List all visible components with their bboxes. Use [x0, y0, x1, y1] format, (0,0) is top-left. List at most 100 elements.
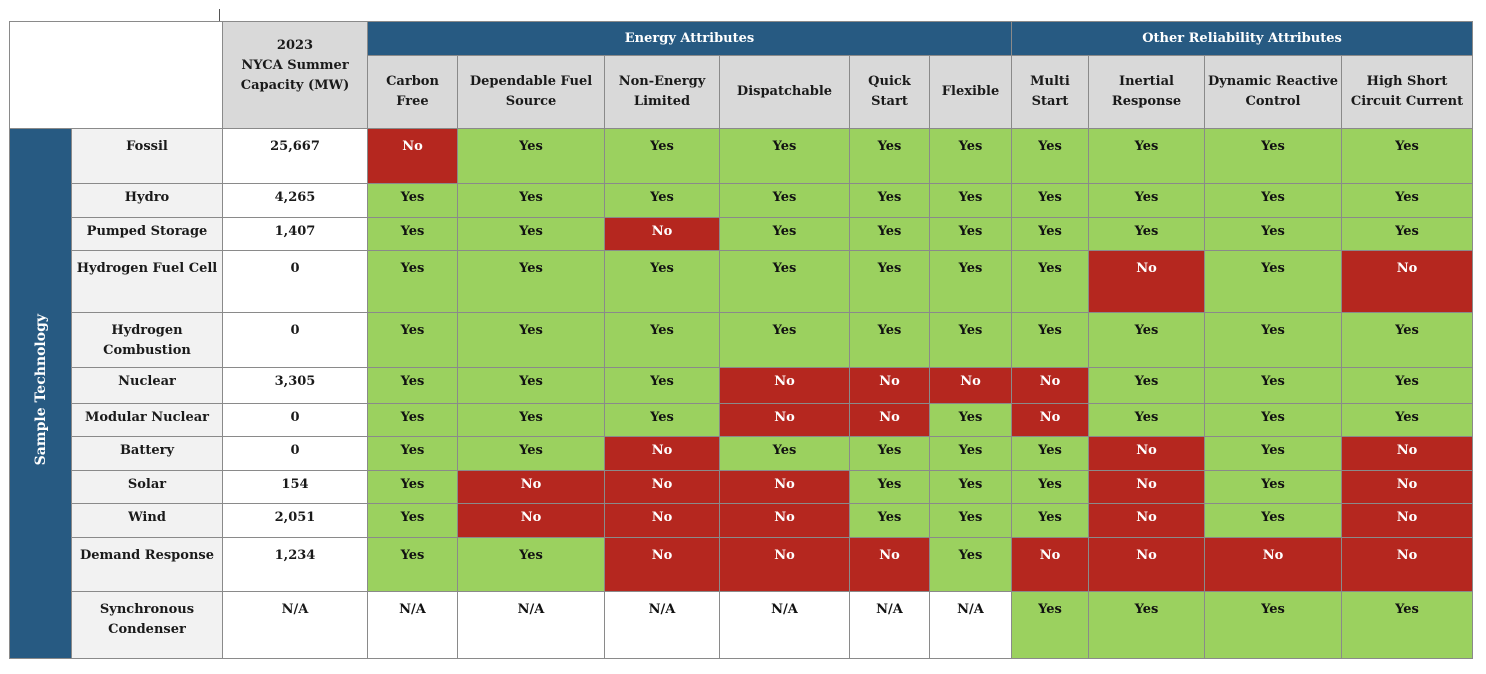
col-header-dependable-fuel: Dependable Fuel Source: [457, 55, 605, 129]
attribute-cell-yes: Yes: [457, 217, 605, 251]
col-header-dispatchable: Dispatchable: [719, 55, 850, 129]
attribute-cell-no: No: [1088, 537, 1205, 592]
capacity-cell: 1,234: [222, 537, 368, 592]
attribute-cell-no: No: [1341, 470, 1473, 504]
attribute-cell-yes: Yes: [367, 503, 458, 538]
attribute-cell-na: N/A: [719, 591, 850, 659]
capacity-cell: 1,407: [222, 217, 368, 251]
tech-name-cell: Solar: [71, 470, 223, 504]
attribute-cell-yes: Yes: [457, 183, 605, 218]
attribute-cell-yes: Yes: [1341, 367, 1473, 404]
attribute-cell-yes: Yes: [367, 183, 458, 218]
table-row: Hydro 4,265 Yes Yes Yes Yes Yes Yes Yes Yes Yes Yes: [10, 183, 1473, 218]
attribute-cell-yes: Yes: [457, 403, 605, 437]
attribute-cell-yes: Yes: [604, 250, 720, 313]
capacity-cell: 0: [222, 436, 368, 471]
attribute-cell-yes: Yes: [719, 436, 850, 471]
attribute-cell-yes: Yes: [604, 128, 720, 184]
attribute-cell-no: No: [604, 217, 720, 251]
attribute-cell-yes: Yes: [367, 250, 458, 313]
corner-blank: [9, 21, 223, 129]
attribute-cell-yes: Yes: [457, 250, 605, 313]
attribute-cell-no: No: [1341, 537, 1473, 592]
attribute-cell-yes: Yes: [1011, 128, 1089, 184]
attribute-cell-yes: Yes: [1011, 217, 1089, 251]
attribute-cell-no: No: [719, 367, 850, 404]
attribute-cell-yes: Yes: [1204, 250, 1342, 313]
attribute-cell-yes: Yes: [1341, 128, 1473, 184]
attribute-cell-yes: Yes: [1341, 591, 1473, 659]
attribute-cell-yes: Yes: [1011, 591, 1089, 659]
attribute-cell-no: No: [719, 503, 850, 538]
attribute-cell-yes: Yes: [367, 403, 458, 437]
capacity-cell: N/A: [222, 591, 368, 659]
attribute-cell-yes: Yes: [367, 436, 458, 471]
attribute-cell-yes: Yes: [367, 367, 458, 404]
attribute-cell-yes: Yes: [719, 183, 850, 218]
table-row: Synchronous Condenser N/A N/A N/A N/A N/A N/A N…: [10, 591, 1473, 659]
capacity-header-label: 2023 NYCA Summer Capacity (MW): [240, 38, 350, 93]
attribute-cell-yes: Yes: [929, 312, 1012, 368]
attribute-cell-yes: Yes: [1204, 128, 1342, 184]
attribute-cell-no: No: [929, 367, 1012, 404]
attribute-cell-yes: Yes: [1088, 217, 1205, 251]
attribute-cell-yes: Yes: [1088, 183, 1205, 218]
tech-name-cell: Synchronous Condenser: [71, 591, 223, 659]
attribute-cell-no: No: [1341, 503, 1473, 538]
attribute-cell-yes: Yes: [1011, 503, 1089, 538]
table-row: Hydrogen Combustion 0 Yes Yes Yes Yes Yes Yes Ye…: [10, 312, 1473, 368]
attribute-cell-yes: Yes: [849, 312, 930, 368]
attribute-cell-yes: Yes: [1011, 183, 1089, 218]
attribute-cell-no: No: [1088, 436, 1205, 471]
attribute-cell-no: No: [849, 403, 930, 437]
attribute-cell-yes: Yes: [929, 470, 1012, 504]
capacity-cell: 4,265: [222, 183, 368, 218]
attribute-cell-yes: Yes: [457, 128, 605, 184]
attribute-cell-yes: Yes: [1011, 312, 1089, 368]
attribute-cell-no: No: [1341, 436, 1473, 471]
capacity-cell: 154: [222, 470, 368, 504]
table-row: Pumped Storage 1,407 Yes Yes No Yes Yes Yes Yes Y…: [10, 217, 1473, 251]
attribute-cell-no: No: [604, 503, 720, 538]
tech-name-cell: Fossil: [71, 128, 223, 184]
col-header-dynamic-reactive: Dynamic Reactive Control: [1204, 55, 1342, 129]
tech-name-cell: Battery: [71, 436, 223, 471]
attribute-cell-no: No: [1088, 250, 1205, 313]
capacity-cell: 0: [222, 312, 368, 368]
attribute-cell-no: No: [849, 367, 930, 404]
tech-name-cell: Hydrogen Fuel Cell: [71, 250, 223, 313]
attribute-cell-yes: Yes: [1204, 312, 1342, 368]
tech-name-cell: Demand Response: [71, 537, 223, 592]
tech-name-cell: Nuclear: [71, 367, 223, 404]
attribute-cell-yes: Yes: [719, 217, 850, 251]
tech-name-cell: Hydro: [71, 183, 223, 218]
attribute-cell-no: No: [457, 470, 605, 504]
attribute-cell-na: N/A: [849, 591, 930, 659]
table-row: Sample Technology Fossil 25,667 No Yes Yes Yes…: [9, 128, 1473, 659]
attribute-cell-yes: Yes: [457, 537, 605, 592]
attribute-cell-yes: Yes: [849, 470, 930, 504]
energy-attributes-header: Energy Attributes: [367, 21, 1012, 56]
attribute-cell-yes: Yes: [929, 217, 1012, 251]
attribute-cell-yes: Yes: [1204, 403, 1342, 437]
attribute-cell-yes: Yes: [719, 312, 850, 368]
attribute-cell-yes: Yes: [929, 403, 1012, 437]
attribute-cell-no: No: [367, 128, 458, 184]
attribute-cell-na: N/A: [367, 591, 458, 659]
attribute-cell-yes: Yes: [849, 128, 930, 184]
attribute-cell-yes: Yes: [929, 250, 1012, 313]
attribute-cell-yes: Yes: [1204, 217, 1342, 251]
attribute-cell-yes: Yes: [849, 217, 930, 251]
attribute-cell-yes: Yes: [849, 503, 930, 538]
attribute-cell-no: No: [1088, 503, 1205, 538]
table-row: Solar 154 Yes No No No Yes Yes Yes No Yes No: [10, 470, 1473, 504]
attribute-cell-no: No: [719, 470, 850, 504]
attribute-cell-yes: Yes: [1011, 250, 1089, 313]
col-header-non-energy-limited: Non-Energy Limited: [604, 55, 720, 129]
table-row: Hydrogen Fuel Cell 0 Yes Yes Yes Yes Yes Yes Yes…: [10, 250, 1473, 313]
table-row: Nuclear 3,305 Yes Yes Yes No No No No Yes Yes Yes: [10, 367, 1473, 404]
attribute-cell-yes: Yes: [457, 436, 605, 471]
attribute-cell-yes: Yes: [1341, 217, 1473, 251]
attribute-cell-yes: Yes: [457, 367, 605, 404]
table-row: Wind 2,051 Yes No No No Yes Yes Yes No Yes No: [10, 503, 1473, 538]
